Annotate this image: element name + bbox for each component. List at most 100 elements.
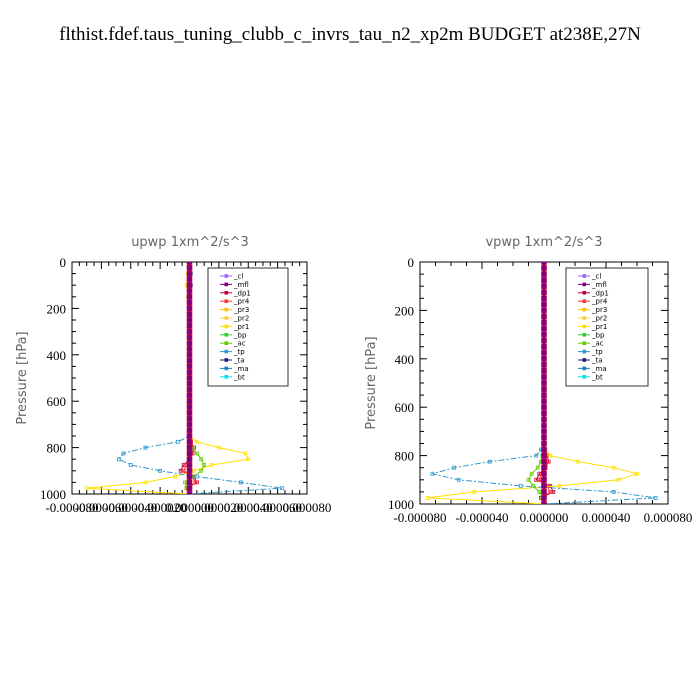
legend-marker — [582, 282, 587, 287]
y-tick-label: 0 — [408, 255, 415, 270]
zero-profile-marker — [541, 289, 547, 296]
legend-marker — [582, 274, 587, 278]
legend-label: _cl — [591, 273, 601, 281]
series-marker_pr1 — [576, 459, 580, 464]
zero-profile-marker — [186, 485, 193, 492]
page-title: flthist.fdef.taus_tuning_clubb_c_invrs_t… — [59, 24, 641, 45]
legend-marker — [582, 375, 587, 379]
series-marker_tp — [143, 445, 148, 450]
zero-profile-marker — [186, 276, 193, 283]
legend-marker — [582, 299, 587, 303]
series-marker_ac — [194, 451, 199, 456]
legend-marker — [224, 333, 229, 337]
zero-profile-marker — [541, 434, 547, 441]
series-marker_ac — [526, 477, 531, 482]
zero-profile-marker — [186, 334, 193, 341]
legend-label: _ac — [233, 340, 246, 348]
series-group — [425, 262, 658, 504]
zero-profile-marker — [186, 375, 193, 381]
legend-marker — [582, 333, 587, 337]
series-marker_ac — [199, 457, 204, 462]
zero-profile-marker — [186, 346, 193, 352]
zero-profile-marker — [186, 398, 193, 405]
legend-box — [565, 267, 649, 387]
zero-profile-marker — [186, 473, 193, 480]
zero-profile-marker — [186, 409, 193, 416]
legend: _cl_mfl_dp1_pr4_pr3_pr2_pr1_bp_ac_tp_ta_… — [565, 267, 649, 387]
y-tick-label: 0 — [60, 255, 67, 270]
legend-label: _pr2 — [591, 315, 607, 323]
legend-label: _pr1 — [233, 323, 249, 331]
zero-profile-marker — [541, 271, 547, 277]
x-tick-label: 0.000060 — [253, 500, 302, 515]
zero-profile-marker — [186, 363, 193, 370]
zero-profile-marker — [186, 392, 193, 399]
legend-marker — [582, 324, 587, 329]
zero-profile-marker — [186, 293, 193, 300]
series-marker_ac — [183, 480, 187, 485]
series-marker_pr1 — [194, 439, 199, 444]
series-marker_pr1 — [548, 453, 553, 458]
zero-profile-marker — [541, 313, 547, 320]
y-axis-label: Pressure [hPa] — [364, 336, 379, 429]
zero-profile-marker — [541, 464, 547, 471]
legend-marker — [582, 349, 587, 354]
zero-profile-marker — [186, 386, 193, 393]
series-marker_tp — [128, 463, 133, 467]
x-tick-label: -0.000040 — [104, 500, 157, 515]
series-marker_tp — [121, 451, 126, 456]
zero-profile-marker — [186, 456, 193, 463]
series-marker_pr1 — [192, 468, 196, 473]
legend-label: _bt — [591, 373, 603, 381]
zero-profile-marker — [541, 422, 547, 429]
legend-label: _pr3 — [233, 306, 249, 314]
legend-label: _ma — [591, 365, 607, 373]
series-marker_tp — [175, 439, 180, 444]
legend-marker — [224, 324, 229, 329]
legend-marker — [582, 307, 587, 312]
y-tick-label: 400 — [47, 348, 67, 363]
legend-marker — [224, 366, 229, 371]
zero-profile-marker — [186, 288, 193, 294]
legend-marker — [582, 316, 587, 320]
zero-profile-marker — [186, 444, 193, 451]
zero-profile-marker — [541, 374, 547, 380]
legend-label: _bp — [591, 331, 605, 339]
zero-profile-marker — [541, 452, 547, 459]
legend-marker — [582, 366, 587, 371]
series-marker_pr1 — [635, 471, 639, 476]
series-marker_pr1 — [84, 486, 89, 491]
y-tick-label: 400 — [395, 352, 415, 367]
series-marker_tp — [280, 486, 284, 491]
zero-profile-marker — [541, 362, 547, 368]
zero-profile-marker — [186, 357, 193, 364]
zero-profile-marker — [186, 351, 193, 358]
zero-profile-marker — [186, 427, 193, 434]
zero-profile-marker — [541, 355, 547, 362]
legend-label: _ta — [233, 357, 245, 365]
zero-profile-marker — [541, 416, 547, 423]
zero-profile-marker — [541, 349, 547, 356]
legend-marker — [224, 349, 229, 354]
legend-marker — [224, 282, 229, 287]
legend-label: _tp — [233, 348, 245, 356]
series-marker_ac — [202, 463, 207, 467]
zero-profile-marker — [541, 325, 547, 332]
zero-profile-marker — [541, 495, 547, 501]
zero-profile-marker — [186, 317, 193, 323]
legend-marker — [582, 358, 587, 362]
series-marker_pr1 — [143, 480, 148, 485]
zero-profile-marker — [541, 283, 547, 290]
zero-profile-marker — [186, 491, 193, 494]
zero-profile-marker — [541, 440, 547, 447]
zero-profile-marker — [541, 301, 547, 308]
zero-profile-marker — [541, 392, 547, 398]
zero-profile-marker — [541, 307, 547, 314]
series-marker_tp — [456, 477, 461, 482]
zero-profile-marker — [186, 340, 193, 347]
x-tick-label: -0.000020 — [134, 500, 187, 515]
zero-profile-marker — [186, 299, 193, 306]
zero-profile-marker — [541, 404, 547, 411]
zero-profile-marker — [186, 322, 193, 329]
series-marker_ac — [199, 468, 204, 473]
